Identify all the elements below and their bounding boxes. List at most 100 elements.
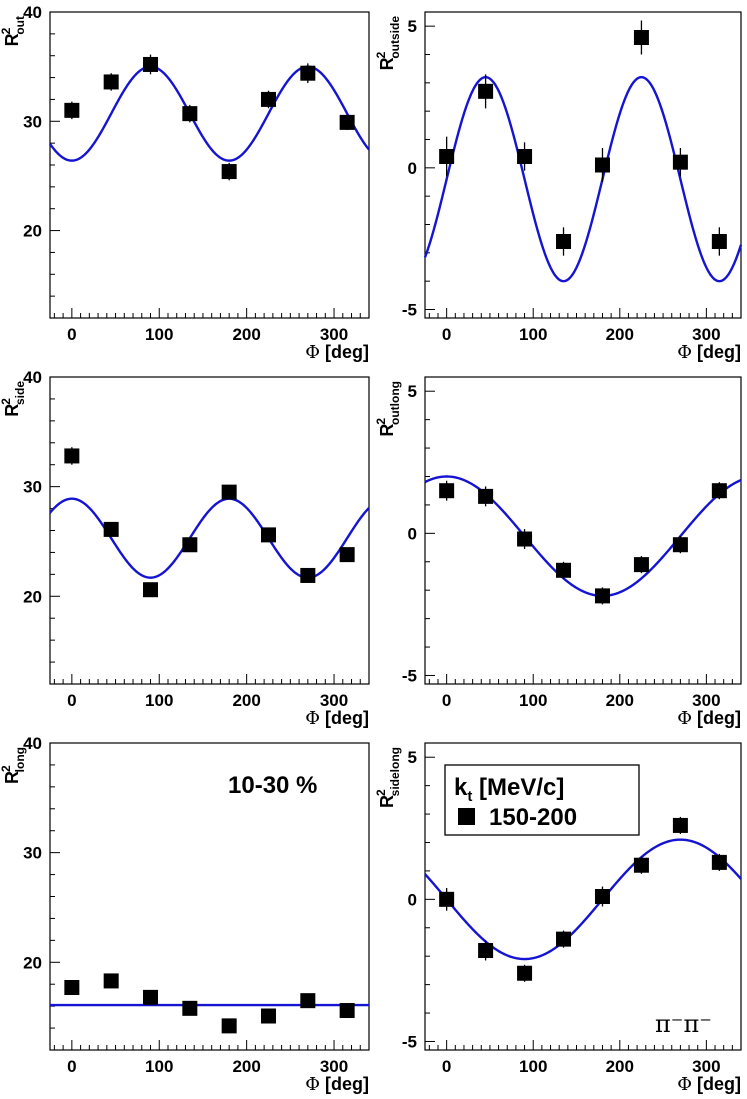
x-tick-label: 300 — [692, 325, 720, 344]
data-point — [221, 1018, 237, 1034]
x-tick-label: 200 — [606, 1057, 634, 1076]
data-point — [711, 854, 727, 870]
x-tick-label: 0 — [67, 325, 76, 344]
data-point — [711, 483, 727, 499]
x-tick-label: 300 — [320, 325, 348, 344]
fit-curve — [424, 475, 742, 598]
x-tick-label: 100 — [519, 325, 547, 344]
x-tick-label: 0 — [442, 325, 451, 344]
data-point — [182, 537, 198, 553]
y-axis-title: R2outside — [374, 16, 402, 71]
data-point — [478, 943, 494, 959]
data-point — [221, 484, 237, 500]
fit-curve — [423, 75, 743, 283]
y-tick-label: 0 — [408, 159, 417, 178]
y-tick-label: 20 — [23, 953, 42, 972]
data-point — [672, 817, 688, 833]
x-tick-label: 300 — [692, 1057, 720, 1076]
data-point — [517, 149, 533, 164]
data-point — [594, 157, 610, 173]
y-axis-title: R2side — [0, 381, 27, 417]
x-tick-label: 100 — [145, 691, 173, 710]
x-tick-label: 100 — [519, 1057, 547, 1076]
data-point — [260, 1008, 276, 1024]
data-point — [339, 547, 355, 563]
data-point — [103, 973, 119, 989]
y-axis-title: R2outlong — [374, 381, 402, 437]
x-tick-label: 200 — [232, 691, 260, 710]
data-point — [517, 965, 533, 981]
particle-label: π⁻π⁻ — [655, 1010, 712, 1038]
data-point — [64, 448, 80, 464]
x-tick-label: 200 — [232, 1057, 260, 1076]
data-point — [478, 83, 494, 99]
y-tick-label: 30 — [23, 478, 42, 497]
x-tick-label: 100 — [145, 325, 173, 344]
plot-frame — [424, 742, 742, 1051]
data-point — [517, 531, 533, 547]
y-tick-label: -5 — [402, 301, 417, 320]
x-axis-title: Φ [deg] — [305, 1074, 369, 1095]
legend-box — [444, 764, 640, 836]
y-tick-label: 0 — [408, 890, 417, 909]
data-point — [672, 154, 688, 170]
y-tick-label: 40 — [23, 734, 42, 753]
x-tick-label: 300 — [692, 691, 720, 710]
x-tick-label: 0 — [67, 691, 76, 710]
panel-outlong: 0 100 200 300 -5 0 5 R2outlong Φ [deg] — [374, 376, 742, 729]
legend-title: kt [MeV/c] — [454, 774, 564, 805]
y-axis-title: R2out — [0, 16, 27, 46]
data-point — [103, 74, 119, 90]
data-point — [594, 588, 610, 604]
plot-frame — [424, 376, 742, 685]
data-point — [439, 891, 455, 907]
y-tick-label: 40 — [23, 368, 42, 387]
x-axis-title: Φ [deg] — [677, 342, 741, 363]
data-point — [478, 488, 494, 504]
data-point — [711, 234, 727, 249]
y-tick-label: 30 — [23, 844, 42, 863]
data-point — [439, 149, 455, 164]
data-point — [633, 857, 649, 873]
data-point — [633, 557, 649, 573]
y-tick-label: 20 — [23, 222, 42, 241]
x-axis-title: Φ [deg] — [305, 708, 369, 729]
x-tick-label: 0 — [442, 1057, 451, 1076]
data-point — [672, 537, 688, 553]
data-point — [221, 164, 237, 180]
x-tick-label: 0 — [67, 1057, 76, 1076]
y-axis-title: R2sidelong — [374, 747, 402, 808]
data-point — [143, 56, 159, 72]
plot-frame — [49, 376, 370, 685]
x-tick-label: 300 — [320, 1057, 348, 1076]
y-axis-title: R2long — [0, 747, 27, 784]
fit-curve — [49, 65, 370, 162]
centrality-label: 10-30 % — [228, 772, 317, 799]
x-axis-title: Φ [deg] — [305, 342, 369, 363]
data-point — [594, 889, 610, 904]
x-tick-label: 0 — [442, 691, 451, 710]
data-point — [143, 989, 159, 1005]
data-point — [260, 91, 276, 107]
data-point — [260, 527, 276, 543]
x-tick-label: 200 — [606, 691, 634, 710]
y-tick-label: 0 — [408, 524, 417, 543]
y-tick-label: 20 — [23, 587, 42, 606]
legend-entry: 150-200 — [489, 804, 577, 831]
data-point — [143, 582, 159, 598]
data-point — [103, 521, 119, 537]
y-tick-label: 5 — [408, 17, 417, 36]
x-axis-title: Φ [deg] — [677, 1074, 741, 1095]
data-point — [633, 30, 649, 45]
data-point — [300, 993, 316, 1009]
data-point — [64, 102, 80, 118]
data-point — [439, 483, 455, 499]
x-axis-title: Φ [deg] — [677, 708, 741, 729]
legend: kt [MeV/c] 150-200 — [444, 764, 640, 836]
data-point — [556, 234, 572, 249]
fit-curve — [49, 497, 370, 579]
